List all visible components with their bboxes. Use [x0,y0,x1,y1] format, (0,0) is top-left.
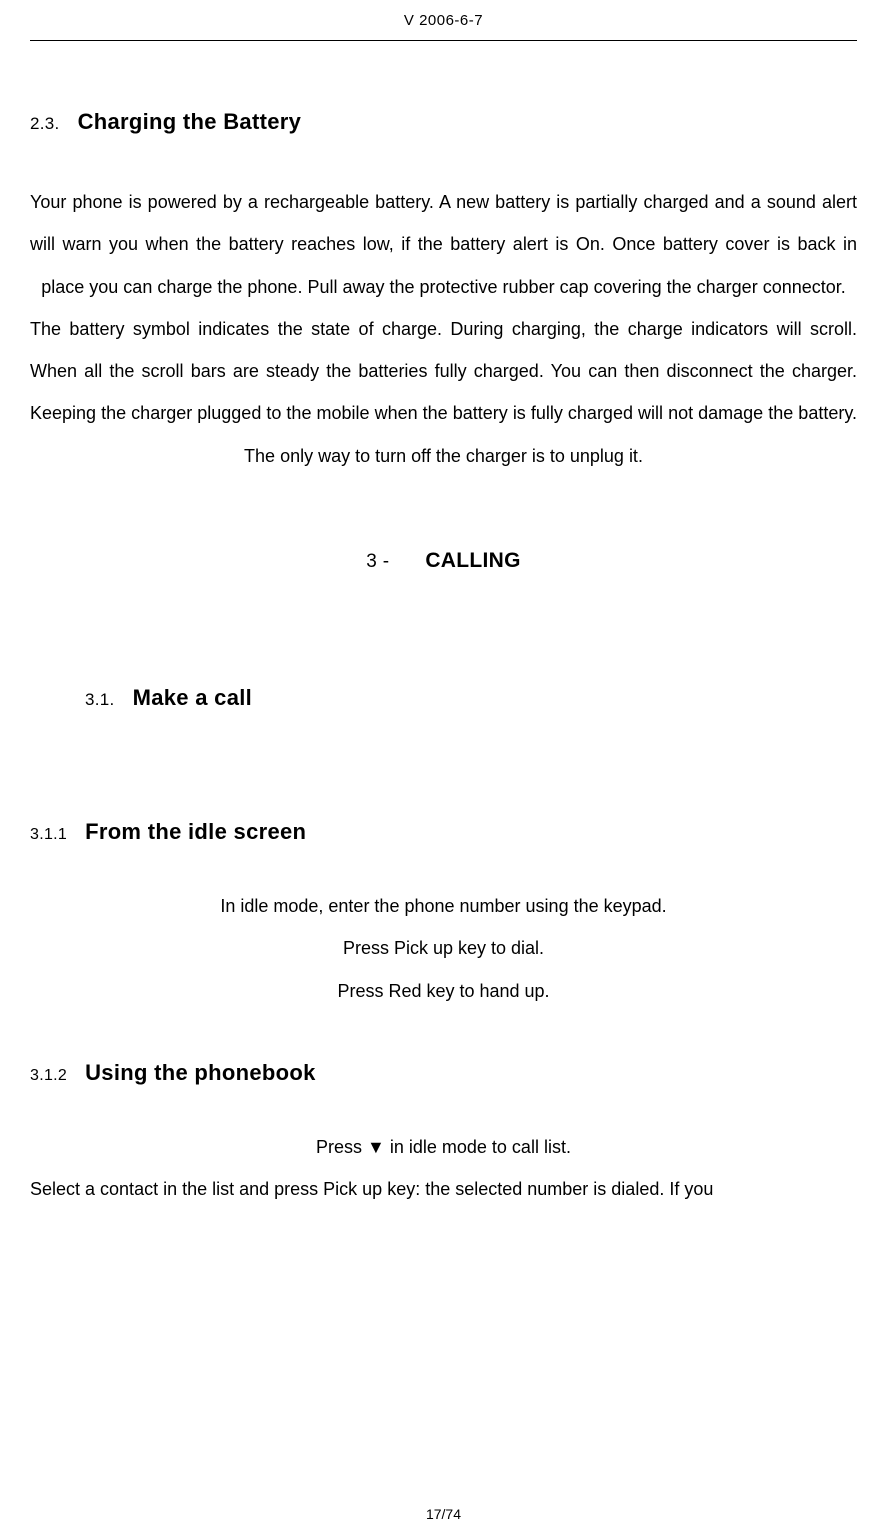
instruction-line: Press Red key to hand up. [30,970,857,1012]
section-heading-3-1-1: 3.1.1 From the idle screen [30,819,857,845]
version-date: V 2006-6-7 [404,12,483,29]
section-title: Make a call [133,685,253,710]
section-number: 3.1. [85,690,115,709]
section-title: From the idle screen [85,819,306,844]
instruction-block-3-1-1: In idle mode, enter the phone number usi… [30,885,857,1012]
instruction-line: In idle mode, enter the phone number usi… [30,885,857,927]
section-heading-3-1: 3.1. Make a call [30,685,857,711]
instruction-line: Press ▼ in idle mode to call list. [30,1126,857,1168]
section-number: 2.3. [30,114,60,133]
section-title: Charging the Battery [78,109,302,134]
body-paragraph-1: Your phone is powered by a rechargeable … [30,181,857,308]
instruction-line-continued: Select a contact in the list and press P… [30,1168,857,1210]
section-heading-3-1-2: 3.1.2 Using the phonebook [30,1060,857,1086]
chapter-title: CALLING [425,549,520,572]
section-heading-2-3: 2.3. Charging the Battery [30,109,857,135]
page-header: V 2006-6-7 [30,0,857,41]
instruction-line: Press Pick up key to dial. [30,927,857,969]
section-number: 3.1.2 [30,1067,67,1084]
chapter-number: 3 - [366,551,389,572]
section-title: Using the phonebook [85,1060,316,1085]
page-footer: 17/74 [0,1506,887,1522]
page-content: 2.3. Charging the Battery Your phone is p… [0,109,887,1211]
instruction-block-3-1-2: Press ▼ in idle mode to call list. Selec… [30,1126,857,1211]
section-number: 3.1.1 [30,826,67,843]
document-page: V 2006-6-7 2.3. Charging the Battery Your… [0,0,887,1540]
body-paragraph-2: The battery symbol indicates the state o… [30,308,857,477]
page-number: 17/74 [426,1506,461,1522]
chapter-heading-3: 3 - CALLING [30,549,857,573]
